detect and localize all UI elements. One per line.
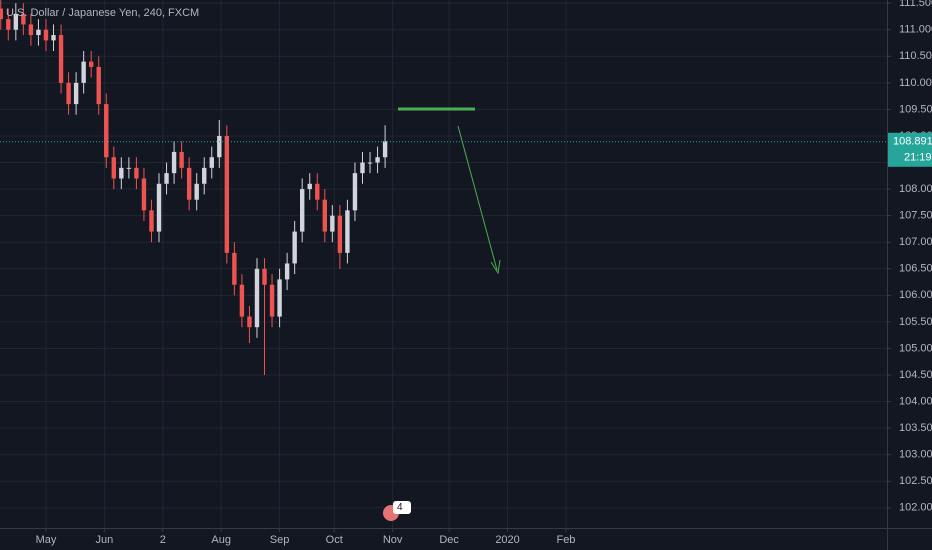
y-tick-label: 103.500: [899, 422, 932, 434]
candle-body: [330, 215, 335, 232]
candle-body: [382, 141, 388, 158]
x-tick-label: May: [36, 534, 57, 546]
badge-count: 4: [397, 502, 403, 513]
x-tick-label: 2: [160, 534, 166, 546]
y-tick-label: 108.000: [899, 183, 932, 195]
candle-body: [277, 279, 282, 317]
candle-body: [81, 61, 86, 83]
badge-bg: [393, 501, 411, 514]
candle-body: [194, 183, 199, 200]
candle-body: [337, 215, 343, 253]
candle-body: [292, 231, 297, 264]
candle-body: [104, 104, 109, 158]
y-tick-label: 107.000: [899, 236, 932, 248]
candle-body: [322, 199, 328, 232]
x-tick-label: Jun: [96, 534, 114, 546]
y-tick-label: 105.000: [899, 342, 932, 354]
y-tick-label: 110.000: [899, 77, 932, 89]
candle-body: [262, 268, 267, 285]
candle-body: [0, 8, 3, 20]
chart-title: U.S. Dollar / Japanese Yen, 240, FXCM: [6, 7, 199, 19]
y-tick-label: 102.000: [899, 502, 932, 514]
y-tick-label: 110.500: [899, 50, 932, 62]
y-tick-label: 111.000: [899, 24, 932, 36]
candle-body: [119, 167, 124, 179]
candle-body: [186, 167, 192, 200]
y-tick-label: 109.500: [899, 103, 932, 115]
x-tick-label: Feb: [556, 534, 575, 546]
candle-body: [247, 316, 252, 328]
arrow-drawing[interactable]: [457, 125, 498, 271]
x-tick-label: Dec: [439, 534, 459, 546]
candle-body: [307, 183, 312, 190]
candle-body: [239, 284, 245, 317]
x-tick-label: Oct: [326, 534, 343, 546]
countdown-label: 21:19: [904, 152, 932, 164]
x-tick-label: Nov: [383, 534, 403, 546]
candle-body: [202, 167, 207, 184]
y-tick-label: 103.000: [899, 449, 932, 461]
candle-body: [299, 189, 305, 232]
candle-body: [345, 210, 350, 253]
candle-body: [36, 29, 41, 36]
y-tick-label: 111.500: [899, 0, 932, 9]
candle-body: [149, 210, 154, 232]
candle-body: [13, 13, 19, 30]
candle-body: [224, 135, 230, 253]
arrow-head: [490, 259, 501, 275]
candle-body: [43, 29, 49, 41]
candle-body: [164, 173, 169, 184]
candle-body: [111, 157, 116, 179]
candle-body: [284, 263, 290, 280]
y-tick-label: 106.000: [899, 289, 932, 301]
candle-body: [126, 167, 132, 169]
candle-body: [156, 183, 162, 232]
candle-body: [171, 151, 177, 174]
candle-body: [179, 151, 184, 168]
candle-body: [141, 178, 147, 211]
x-tick-label: Aug: [211, 534, 231, 546]
event-badge[interactable]: 4: [383, 501, 411, 521]
x-tick-label: Sep: [270, 534, 290, 546]
candle-body: [315, 183, 320, 200]
y-tick-label: 104.000: [899, 395, 932, 407]
y-tick-label: 105.500: [899, 316, 932, 328]
candle-body: [21, 13, 26, 25]
x-tick-label: 2020: [495, 534, 519, 546]
candle-body: [96, 66, 101, 105]
y-tick-label: 107.500: [899, 210, 932, 222]
candle-body: [352, 173, 358, 211]
y-tick-label: 102.500: [899, 475, 932, 487]
candle-body: [6, 19, 11, 30]
candle-body: [367, 162, 373, 164]
candle-body: [58, 35, 64, 83]
candle-body: [88, 61, 94, 67]
candle-body: [51, 35, 56, 41]
candle-body: [28, 24, 34, 36]
candle-body: [375, 157, 380, 163]
candle-body: [360, 162, 365, 174]
candle-body: [269, 284, 275, 317]
last-price-tag: [888, 132, 932, 167]
last-price-label: 108.891: [893, 136, 932, 148]
y-tick-label: 106.500: [899, 263, 932, 275]
candle-body: [134, 167, 139, 179]
candle-body: [232, 252, 237, 285]
candle-body: [66, 82, 71, 105]
candle-body: [73, 82, 79, 105]
candle-body: [217, 135, 222, 158]
candle-body: [254, 268, 260, 328]
candle-body: [209, 157, 214, 168]
y-tick-label: 104.500: [899, 369, 932, 381]
